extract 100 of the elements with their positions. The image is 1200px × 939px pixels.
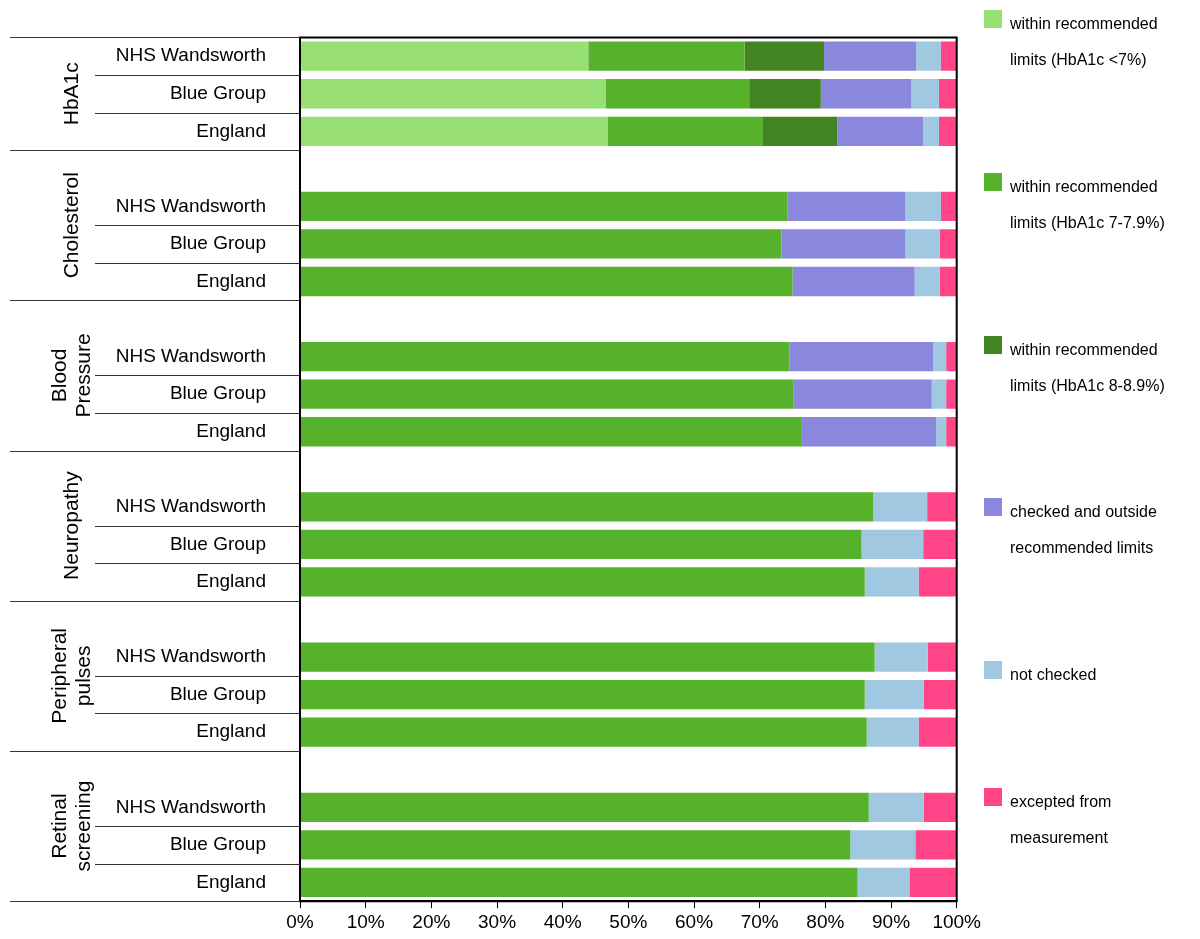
bar (946, 379, 957, 409)
bar (909, 867, 957, 898)
y-tick-label: England (196, 269, 266, 291)
bar (931, 379, 947, 409)
bar (300, 642, 875, 672)
bar (864, 567, 919, 597)
bar (946, 341, 957, 372)
bar (792, 266, 915, 297)
bar (300, 116, 608, 146)
bar (300, 492, 874, 522)
text: Retinal screening (46, 780, 94, 872)
bar (939, 229, 957, 259)
bar (927, 642, 957, 672)
bar (744, 41, 825, 71)
bar (300, 79, 607, 109)
y-tick-label: NHS Wandsworth (115, 344, 266, 366)
bar (300, 379, 794, 409)
x-tick-label: 90% (872, 910, 911, 932)
x-tick-label: 70% (740, 910, 779, 932)
bar (936, 417, 947, 447)
bar (300, 191, 788, 222)
bar (939, 266, 957, 297)
bar (915, 41, 941, 71)
bar (787, 191, 906, 222)
legend-label: checked and outside recommended limits (1010, 502, 1158, 559)
bar (874, 642, 928, 672)
y-tick-label: Blue Group (169, 81, 266, 103)
bar (933, 341, 947, 372)
y-tick-label: Blue Group (169, 532, 266, 554)
x-tick-label: 80% (806, 910, 845, 932)
y-tick-label: Blue Group (169, 382, 266, 404)
x-tick-label: 20% (412, 910, 451, 932)
y-tick-label: England (196, 419, 266, 441)
bar (857, 867, 910, 898)
y-tick-label: Blue Group (169, 833, 266, 855)
legend-label: excepted from measurement (1010, 792, 1113, 848)
bar (923, 679, 957, 710)
bar (789, 341, 934, 372)
bar (868, 792, 924, 822)
x-tick-label: 100% (932, 910, 982, 932)
bar (915, 830, 957, 860)
y-tick-label: England (196, 570, 266, 592)
bar (824, 41, 916, 71)
bar (793, 379, 932, 409)
y-tick-label: NHS Wandsworth (115, 795, 266, 817)
y-tick-label: England (196, 720, 266, 742)
bar (905, 229, 940, 259)
x-tick-label: 40% (543, 910, 582, 932)
text: Peripheral pulses (46, 627, 94, 724)
bar (918, 717, 957, 747)
legend-label: within recommended limits (HbA1c 7-7.9%) (1010, 176, 1166, 233)
bar (820, 79, 912, 109)
bar (940, 191, 957, 222)
bar (300, 417, 802, 447)
y-tick-label: Blue Group (169, 232, 266, 254)
bar (837, 116, 924, 146)
y-tick-label: England (196, 870, 266, 892)
bar (946, 417, 957, 447)
y-tick-label: England (196, 119, 266, 141)
bar (866, 717, 919, 747)
bar (923, 116, 939, 146)
bar (300, 567, 865, 597)
bar (940, 41, 957, 71)
x-tick-label: 50% (609, 910, 648, 932)
bar (588, 41, 745, 71)
y-tick-label: NHS Wandsworth (115, 194, 266, 216)
bar (300, 229, 782, 259)
x-tick-label: 10% (346, 910, 385, 932)
text: HbA1c (58, 62, 82, 126)
bar (300, 529, 862, 560)
bar (300, 341, 790, 372)
x-tick-label: 60% (675, 910, 714, 932)
bar (606, 79, 750, 109)
legend-label: within recommended limits (HbA1c <7%) (1010, 14, 1159, 70)
bar (300, 867, 858, 898)
y-tick-label: NHS Wandsworth (115, 645, 266, 667)
y-tick-label: Blue Group (169, 682, 266, 704)
bar (781, 229, 906, 259)
bar (914, 266, 940, 297)
bar (918, 567, 957, 597)
text: Cholesterol (58, 172, 82, 279)
y-tick-label: NHS Wandsworth (115, 44, 266, 66)
bar (927, 492, 957, 522)
legend-label: within recommended limits (HbA1c 8-8.9%) (1010, 339, 1166, 396)
bar (850, 830, 916, 860)
bar (300, 679, 865, 710)
bar (861, 529, 924, 560)
bar (300, 792, 869, 822)
bar (607, 116, 763, 146)
bar (300, 830, 851, 860)
bar (923, 792, 957, 822)
y-tick-label: NHS Wandsworth (115, 495, 266, 517)
bar (300, 266, 793, 297)
legend-label: not checked (1010, 665, 1097, 686)
text: Blood Pressure (46, 333, 94, 418)
bar (801, 417, 937, 447)
bar (905, 191, 941, 222)
bar (762, 116, 838, 146)
bar (873, 492, 928, 522)
bar (938, 79, 957, 109)
